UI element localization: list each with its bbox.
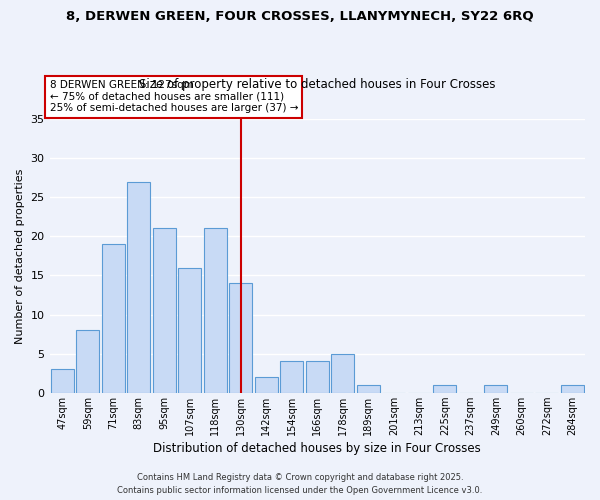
X-axis label: Distribution of detached houses by size in Four Crosses: Distribution of detached houses by size …: [154, 442, 481, 455]
Bar: [433, 385, 456, 393]
Bar: [51, 370, 74, 393]
Text: 8 DERWEN GREEN: 127sqm
← 75% of detached houses are smaller (111)
25% of semi-de: 8 DERWEN GREEN: 127sqm ← 75% of detached…: [50, 80, 298, 114]
Bar: [255, 377, 278, 393]
Bar: [178, 268, 201, 393]
Bar: [102, 244, 125, 393]
Bar: [280, 362, 303, 393]
Y-axis label: Number of detached properties: Number of detached properties: [15, 168, 25, 344]
Title: Size of property relative to detached houses in Four Crosses: Size of property relative to detached ho…: [139, 78, 496, 92]
Bar: [357, 385, 380, 393]
Bar: [484, 385, 507, 393]
Bar: [229, 283, 252, 393]
Bar: [127, 182, 150, 393]
Bar: [561, 385, 584, 393]
Bar: [204, 228, 227, 393]
Bar: [331, 354, 354, 393]
Text: Contains HM Land Registry data © Crown copyright and database right 2025.
Contai: Contains HM Land Registry data © Crown c…: [118, 474, 482, 495]
Bar: [153, 228, 176, 393]
Bar: [306, 362, 329, 393]
Bar: [76, 330, 99, 393]
Text: 8, DERWEN GREEN, FOUR CROSSES, LLANYMYNECH, SY22 6RQ: 8, DERWEN GREEN, FOUR CROSSES, LLANYMYNE…: [66, 10, 534, 23]
